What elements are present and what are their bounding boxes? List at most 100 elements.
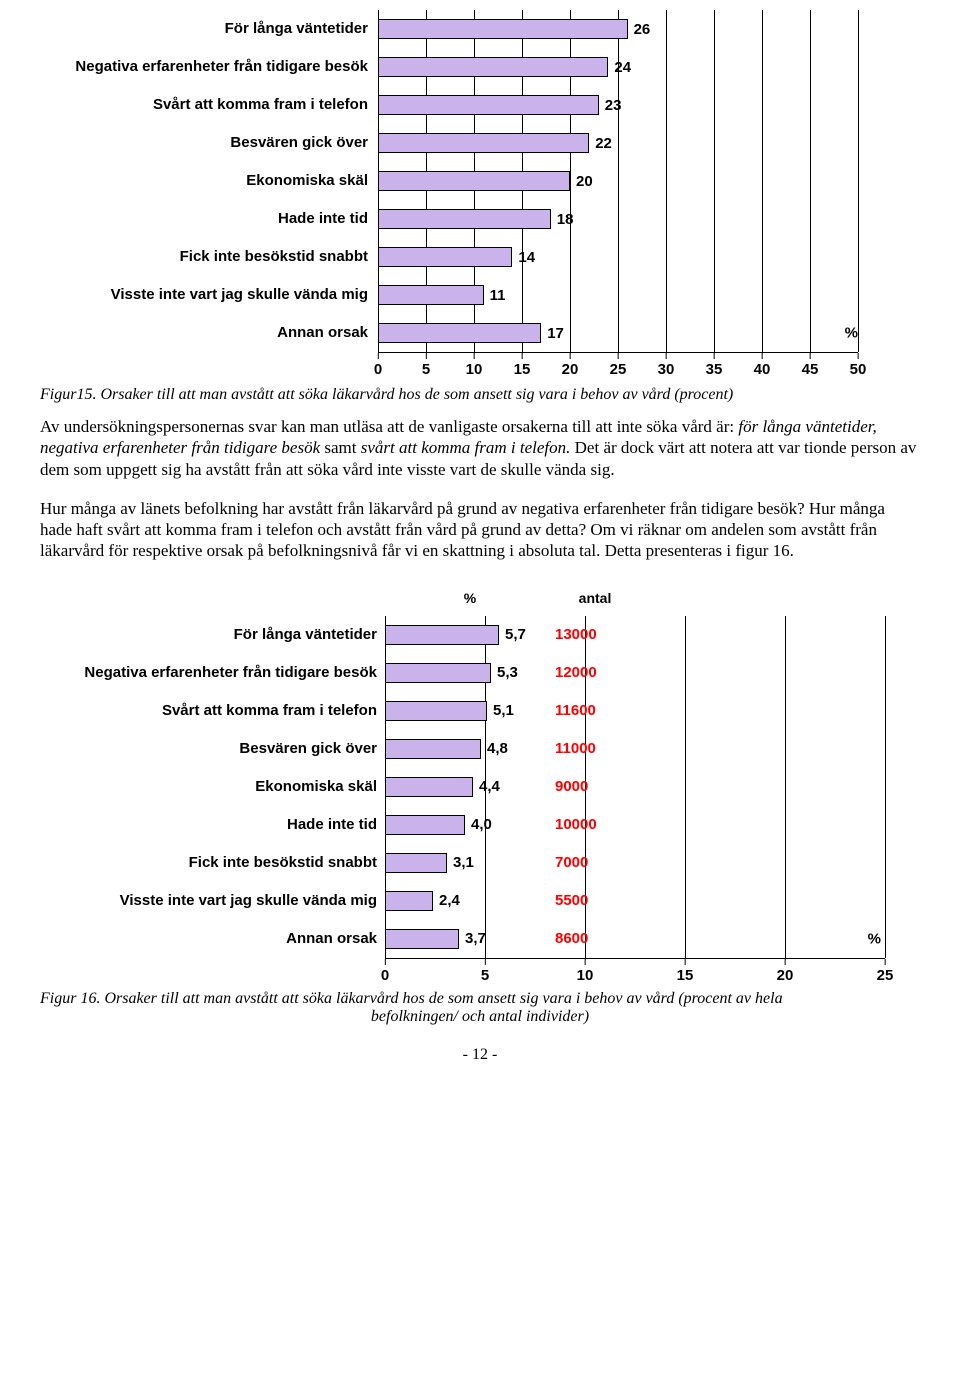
chart2-barwrap: 4,8 11000 (385, 730, 885, 768)
chart1-tick-label: 5 (422, 353, 430, 378)
chart2-category-label: Hade inte tid (40, 816, 385, 833)
chart1-value-label: 18 (557, 211, 574, 228)
figure16-caption-line1: Figur 16. Orsaker till att man avstått a… (40, 990, 783, 1007)
chart2-row: Ekonomiska skäl4,49000 (40, 768, 920, 806)
chart1-bar-row: 22 (378, 124, 858, 162)
chart2-row: För långa väntetider5,713000 (40, 616, 920, 654)
chart2-gridline (785, 616, 786, 958)
chart2-barwrap: 3,78600% (385, 920, 885, 958)
chart1-bar-row: 20 (378, 162, 858, 200)
chart2-bar (385, 853, 447, 873)
chart1-category-label: Besvären gick över (40, 124, 378, 162)
chart2-tick-label: 5 (481, 959, 489, 984)
chart1-value-label: 11 (490, 287, 506, 304)
chart2-barwrap: 5,312000 (385, 654, 885, 692)
para1-italic-2: svårt att komma fram i telefon. (361, 438, 571, 457)
chart1-bar-row: 18 (378, 200, 858, 238)
paragraph-2: Hur många av länets befolkning har avstå… (40, 498, 920, 562)
chart2-tick-label: 25 (877, 959, 894, 984)
chart1-tick-label: 0 (374, 353, 382, 378)
chart1-tick-label: 40 (754, 353, 771, 378)
chart2-antal-label: 9000 (555, 778, 588, 795)
chart2-bar (385, 891, 433, 911)
chart1-tick-label: 10 (466, 353, 483, 378)
chart1-value-label: 26 (634, 21, 651, 38)
chart2-category-label: Svårt att komma fram i telefon (40, 702, 385, 719)
chart2-bar (385, 625, 499, 645)
chart2-tick-label: 0 (381, 959, 389, 984)
chart1-bar (378, 209, 551, 229)
chart2-row: Fick inte besökstid snabbt 3,1 7000 (40, 844, 920, 882)
chart2-antal-header: antal (555, 590, 635, 606)
chart1-value-label: 23 (605, 97, 622, 114)
chart2-category-label: För långa väntetider (40, 626, 385, 643)
chart2-barwrap: 2,45500 (385, 882, 885, 920)
chart2-category-label: Annan orsak (40, 930, 385, 947)
chart2-value-label: 5,1 (493, 702, 514, 719)
chart1-tick-label: 50 (850, 353, 867, 378)
figure16-caption: Figur 16. Orsaker till att man avstått a… (40, 990, 920, 1026)
chart1-bar-row: 24 (378, 48, 858, 86)
figure15-caption: Figur15. Orsaker till att man avstått at… (40, 386, 920, 404)
chart1-gridline (858, 10, 859, 352)
chart2-category-label: Visste inte vart jag skulle vända mig (40, 892, 385, 909)
chart1-bar (378, 285, 484, 305)
figure16-caption-line2: befolkningen/ och antal individer) (40, 1008, 920, 1026)
chart2-antal-label: 11000 (555, 740, 596, 757)
chart2-category-label: Fick inte besökstid snabbt (40, 854, 385, 871)
chart2-barwrap: 3,1 7000 (385, 844, 885, 882)
chart2-barwrap: 5,713000 (385, 616, 885, 654)
chart1-bar-row: 17% (378, 314, 858, 352)
chart1-value-label: 14 (518, 249, 535, 266)
chart1-tick-label: 25 (610, 353, 627, 378)
chart2-tick-label: 10 (577, 959, 594, 984)
chart1-tick-label: 35 (706, 353, 723, 378)
chart1-bar (378, 19, 628, 39)
chart2-row: Besvären gick över 4,8 11000 (40, 730, 920, 768)
chart2-gridline (685, 616, 686, 958)
chart1-bar-row: 11 (378, 276, 858, 314)
chart2-value-label: 5,3 (497, 664, 518, 681)
chart2-value-label: 3,7 (465, 930, 486, 947)
chart1-category-label: För långa väntetider (40, 10, 378, 48)
chart2-row: Visste inte vart jag skulle vända mig2,4… (40, 882, 920, 920)
chart2-x-axis: 0510152025 (385, 958, 885, 986)
chart2-antal-label: 11600 (555, 702, 596, 719)
chart2-antal-label: 7000 (555, 854, 588, 871)
chart1-pct-symbol: % (845, 325, 858, 342)
chart2-category-label: Ekonomiska skäl (40, 778, 385, 795)
chart1-category-label: Ekonomiska skäl (40, 162, 378, 200)
chart1-category-label: Hade inte tid (40, 200, 378, 238)
chart1-tick-label: 45 (802, 353, 819, 378)
chart2-gridline (885, 616, 886, 958)
chart2: % antal För långa väntetider5,713000Nega… (40, 590, 920, 986)
chart1-x-axis: 05101520253035404550 (378, 352, 858, 378)
chart2-bar (385, 739, 481, 759)
chart2-value-label: 3,1 (453, 854, 474, 871)
chart1-category-label: Svårt att komma fram i telefon (40, 86, 378, 124)
chart1-value-label: 22 (595, 135, 612, 152)
chart2-tick-label: 20 (777, 959, 794, 984)
chart2-category-label: Besvären gick över (40, 740, 385, 757)
chart1-category-label: Fick inte besökstid snabbt (40, 238, 378, 276)
chart2-category-label: Negativa erfarenheter från tidigare besö… (40, 664, 385, 681)
chart1-category-label: Visste inte vart jag skulle vända mig (40, 276, 378, 314)
chart2-tick-label: 15 (677, 959, 694, 984)
chart1-tick-label: 15 (514, 353, 531, 378)
chart1-value-label: 24 (614, 59, 631, 76)
chart2-barwrap: 4,49000 (385, 768, 885, 806)
chart1-value-label: 17 (547, 325, 564, 342)
chart2-bar (385, 929, 459, 949)
page-number: - 12 - (40, 1046, 920, 1064)
chart2-antal-label: 13000 (555, 626, 597, 643)
chart2-row: Negativa erfarenheter från tidigare besö… (40, 654, 920, 692)
para1-text-b: samt (320, 438, 361, 457)
chart1-tick-label: 30 (658, 353, 675, 378)
chart2-row: Hade inte tid4,010000 (40, 806, 920, 844)
chart2-antal-label: 8600 (555, 930, 588, 947)
chart1-category-label: Annan orsak (40, 314, 378, 352)
chart1-bar (378, 57, 608, 77)
chart2-pct-header: % (385, 590, 555, 606)
chart2-value-label: 4,0 (471, 816, 492, 833)
chart2-value-label: 4,8 (487, 740, 508, 757)
